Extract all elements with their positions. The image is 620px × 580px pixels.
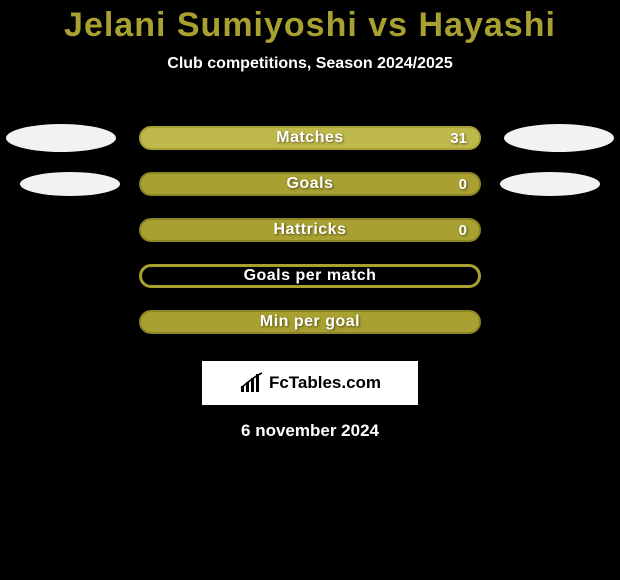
stat-bar: Goals per match bbox=[139, 264, 481, 288]
stat-bar-label: Matches bbox=[276, 129, 344, 147]
stat-row: Min per goal bbox=[0, 299, 620, 345]
stat-bar-value: 0 bbox=[459, 222, 467, 239]
stat-bar-label: Goals per match bbox=[244, 267, 377, 285]
left-ellipse bbox=[6, 124, 116, 152]
right-ellipse bbox=[500, 172, 600, 196]
stats-infographic: Jelani Sumiyoshi vs Hayashi Club competi… bbox=[0, 0, 620, 580]
stats-rows: Matches 31 Goals 0 Hattricks 0 Goals per match… bbox=[0, 115, 620, 345]
stat-bar: Hattricks 0 bbox=[139, 218, 481, 242]
brand-logo-text: FcTables.com bbox=[269, 373, 381, 393]
stat-row: Hattricks 0 bbox=[0, 207, 620, 253]
stat-bar: Matches 31 bbox=[139, 126, 481, 150]
stat-bar-label: Hattricks bbox=[274, 221, 347, 239]
stat-row: Goals 0 bbox=[0, 161, 620, 207]
page-title: Jelani Sumiyoshi vs Hayashi bbox=[0, 0, 620, 45]
stat-bar-value: 0 bbox=[459, 176, 467, 193]
generated-date: 6 november 2024 bbox=[0, 421, 620, 441]
right-ellipse bbox=[504, 124, 614, 152]
stat-bar-value: 31 bbox=[450, 130, 467, 147]
stat-bar-label: Goals bbox=[287, 175, 334, 193]
brand-logo-box: FcTables.com bbox=[202, 361, 418, 405]
stat-bar-label: Min per goal bbox=[260, 313, 360, 331]
left-ellipse bbox=[20, 172, 120, 196]
bars-chart-icon bbox=[239, 372, 265, 394]
stat-row: Goals per match bbox=[0, 253, 620, 299]
stat-bar: Goals 0 bbox=[139, 172, 481, 196]
stat-row: Matches 31 bbox=[0, 115, 620, 161]
stat-bar: Min per goal bbox=[139, 310, 481, 334]
page-subtitle: Club competitions, Season 2024/2025 bbox=[0, 55, 620, 73]
